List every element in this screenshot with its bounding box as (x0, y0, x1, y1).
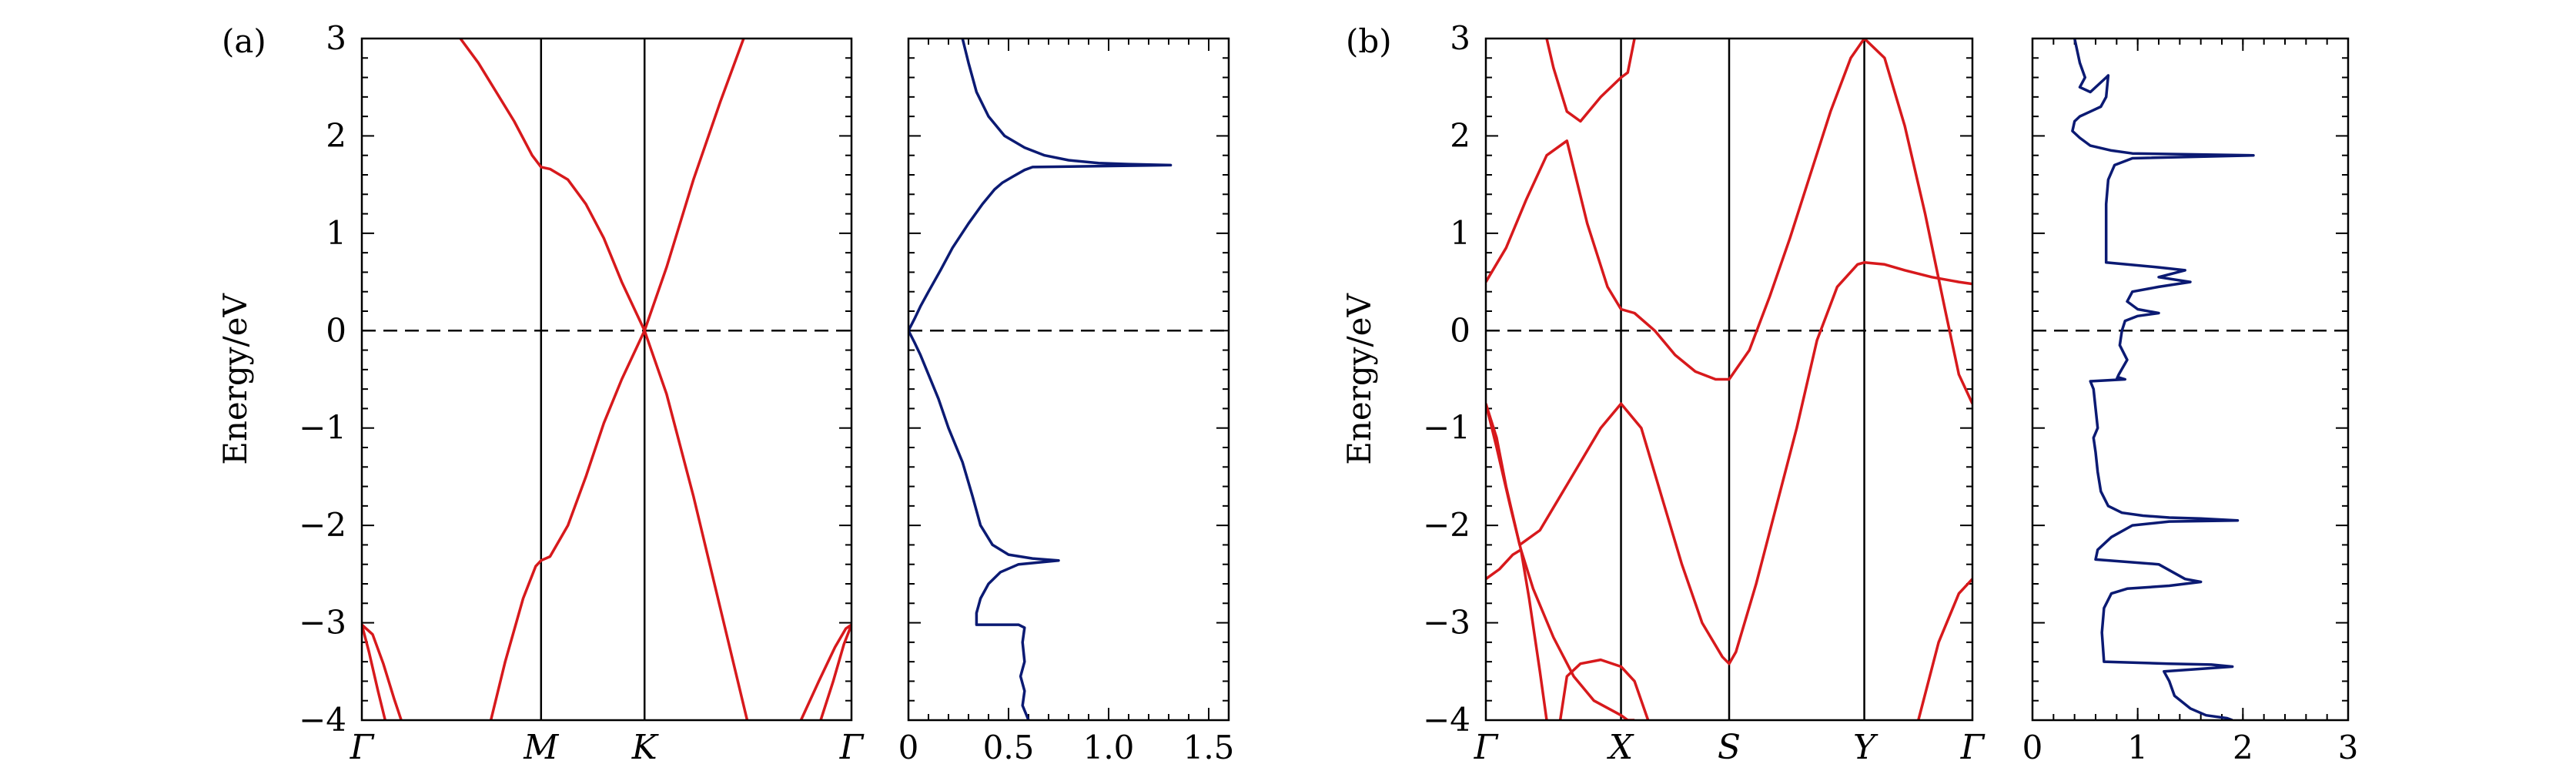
y-tick-label: −2 (299, 506, 346, 544)
plot-frame (907, 37, 1230, 722)
y-tick-label: 2 (326, 116, 346, 154)
y-tick-label: 3 (1450, 19, 1470, 57)
panel-a-density-of-states: 0 0.5 1.0 1.5 (898, 37, 1235, 766)
plot-frame (1484, 37, 1974, 722)
x-tick-label: 0 (898, 729, 919, 766)
band-line (819, 624, 851, 720)
k-point-label: Γ (1960, 728, 1986, 767)
y-tick-label: 0 (1450, 311, 1470, 349)
y-tick-label: −3 (299, 604, 346, 642)
band-line (1486, 548, 1635, 720)
band-line (459, 39, 749, 720)
x-tick-label: 0.5 (983, 729, 1035, 766)
dos-curve (2071, 39, 2255, 720)
y-tick-label: −2 (1423, 506, 1470, 544)
panel-label-b: (b) (1346, 22, 1392, 60)
k-point-label: M (523, 728, 559, 767)
band-line (1917, 578, 1972, 720)
panel-b-density-of-states: 0 1 2 3 (2022, 37, 2359, 766)
band-line (1545, 39, 1636, 123)
k-point-label: Γ (350, 728, 375, 767)
k-point-label: Γ (839, 728, 865, 767)
band-line (362, 624, 386, 720)
band-line (362, 623, 403, 720)
band-line (1486, 403, 1548, 720)
x-tick-label: 1 (2127, 729, 2148, 766)
y-tick-label: 0 (326, 311, 346, 349)
k-point-label: Y (1853, 728, 1878, 767)
dos-curve (908, 39, 1173, 720)
band-line (799, 623, 851, 720)
plot-frame (2031, 37, 2350, 722)
k-point-label: Γ (1474, 728, 1499, 767)
y-tick-label: −4 (299, 701, 346, 739)
panel-label-a: (a) (222, 22, 266, 60)
y-tick-label: −3 (1423, 604, 1470, 642)
y-tick-label: 1 (326, 214, 346, 252)
band-line (1486, 39, 1972, 404)
x-tick-label: 0 (2022, 729, 2043, 766)
plot-frame (360, 37, 853, 722)
y-axis-title: Energy/eV (1340, 293, 1378, 465)
panel-b-band-structure: −4 −3 −2 −1 0 1 2 3 Energy/eV Γ X S Y Γ (1340, 19, 1986, 767)
x-tick-label: 1.5 (1183, 729, 1235, 766)
band-line (1486, 261, 1972, 665)
y-tick-label: −1 (299, 409, 346, 447)
y-tick-label: 1 (1450, 214, 1470, 252)
y-tick-label: 3 (326, 19, 346, 57)
x-tick-label: 1.0 (1083, 729, 1135, 766)
x-tick-label: 3 (2338, 729, 2359, 766)
band-line (1558, 658, 1650, 720)
panel-a-band-structure: −4 −3 −2 −1 0 1 2 3 Energy/eV Γ M K Γ (216, 19, 865, 767)
k-point-label: X (1607, 728, 1634, 767)
y-tick-label: −4 (1423, 701, 1470, 739)
y-tick-label: −1 (1423, 409, 1470, 447)
y-axis-title: Energy/eV (216, 293, 254, 465)
k-point-label: K (631, 728, 659, 767)
band-line (489, 39, 745, 720)
x-tick-label: 2 (2233, 729, 2253, 766)
k-point-label: S (1718, 728, 1741, 767)
y-tick-label: 2 (1450, 116, 1470, 154)
